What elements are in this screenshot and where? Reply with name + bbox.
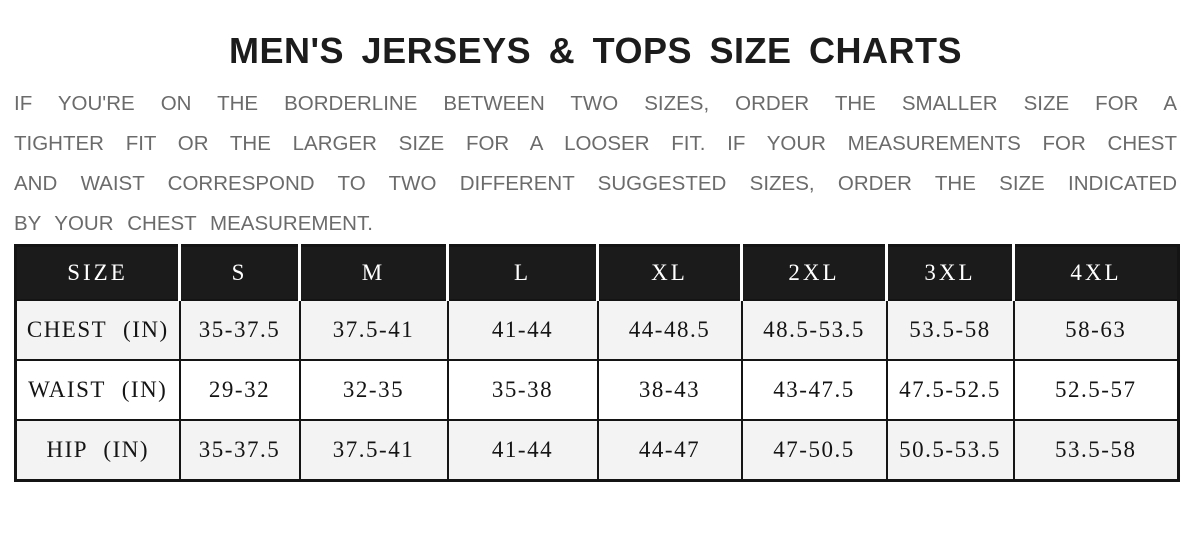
row-label-waist: WAIST (IN) [14,359,181,421]
cell-chest-2xl: 48.5-53.5 [740,299,888,361]
intro-line: BY YOUR CHEST MEASUREMENT. [14,212,373,235]
intro-paragraph: IF YOU'RE ON THE BORDERLINE BETWEEN TWO … [14,84,1177,244]
column-header-3xl: 3XL [885,245,1014,300]
size-chart-page: MEN'S JERSEYS & TOPS SIZE CHARTS IF YOU'… [0,30,1191,482]
cell-waist-xl: 38-43 [596,359,743,421]
column-header-l: L [446,245,598,300]
cell-chest-xl: 44-48.5 [596,299,743,361]
table-row-waist: WAIST (IN) 29-32 32-35 35-38 38-43 43-47… [14,359,1180,421]
cell-hip-l: 41-44 [446,419,599,482]
cell-waist-2xl: 43-47.5 [740,359,888,421]
cell-chest-s: 35-37.5 [178,299,301,361]
cell-waist-4xl: 52.5-57 [1012,359,1180,421]
cell-waist-s: 29-32 [178,359,301,421]
cell-chest-4xl: 58-63 [1012,299,1180,361]
intro-line: AND WAIST CORRESPOND TO TWO DIFFERENT SU… [14,172,1177,195]
column-header-xl: XL [596,245,742,300]
column-header-m: M [298,245,448,300]
row-label-chest: CHEST (IN) [14,299,181,361]
cell-hip-xl: 44-47 [596,419,743,482]
column-header-size: SIZE [15,245,180,300]
column-header-2xl: 2XL [740,245,887,300]
cell-waist-m: 32-35 [298,359,449,421]
cell-chest-l: 41-44 [446,299,599,361]
size-chart-table: SIZE S M L XL 2XL 3XL 4XL CHEST (IN) 35-… [14,244,1180,482]
table-row-chest: CHEST (IN) 35-37.5 37.5-41 41-44 44-48.5… [14,299,1180,361]
size-chart-header-row: SIZE S M L XL 2XL 3XL 4XL [15,245,1179,300]
cell-hip-4xl: 53.5-58 [1012,419,1180,482]
cell-waist-3xl: 47.5-52.5 [885,359,1015,421]
cell-chest-3xl: 53.5-58 [885,299,1015,361]
cell-hip-s: 35-37.5 [178,419,301,482]
cell-hip-2xl: 47-50.5 [740,419,888,482]
row-label-hip: HIP (IN) [14,419,181,482]
intro-line: IF YOU'RE ON THE BORDERLINE BETWEEN TWO … [14,92,1177,115]
cell-waist-l: 35-38 [446,359,599,421]
cell-hip-3xl: 50.5-53.5 [885,419,1015,482]
column-header-4xl: 4XL [1012,245,1179,300]
cell-hip-m: 37.5-41 [298,419,449,482]
page-title: MEN'S JERSEYS & TOPS SIZE CHARTS [228,30,963,71]
cell-chest-m: 37.5-41 [298,299,449,361]
column-header-s: S [178,245,300,300]
intro-line: TIGHTER FIT OR THE LARGER SIZE FOR A LOO… [14,132,1177,155]
table-row-hip: HIP (IN) 35-37.5 37.5-41 41-44 44-47 47-… [14,419,1180,482]
